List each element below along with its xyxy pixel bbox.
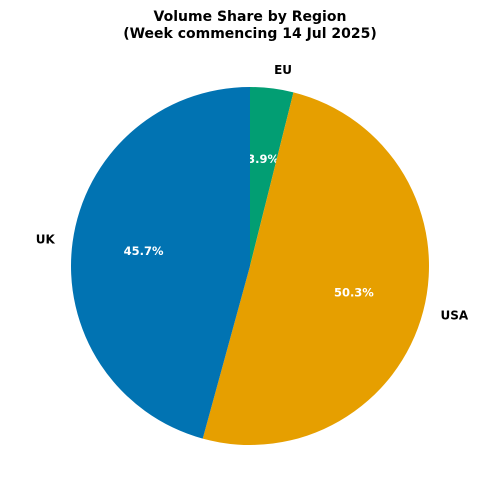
slice-label: USA: [440, 308, 468, 322]
value-label: 3.9%: [247, 152, 279, 166]
chart-subtitle: (Week commencing 14 Jul 2025): [123, 26, 377, 42]
chart-title: Volume Share by Region: [154, 9, 347, 25]
value-label: 45.7%: [124, 244, 164, 258]
value-label: 50.3%: [334, 286, 374, 300]
slice-label: UK: [36, 232, 56, 246]
pie-slice: [71, 86, 251, 439]
pie-slice: [202, 92, 430, 446]
pie-slice: [250, 87, 294, 266]
slice-label: EU: [274, 63, 292, 77]
